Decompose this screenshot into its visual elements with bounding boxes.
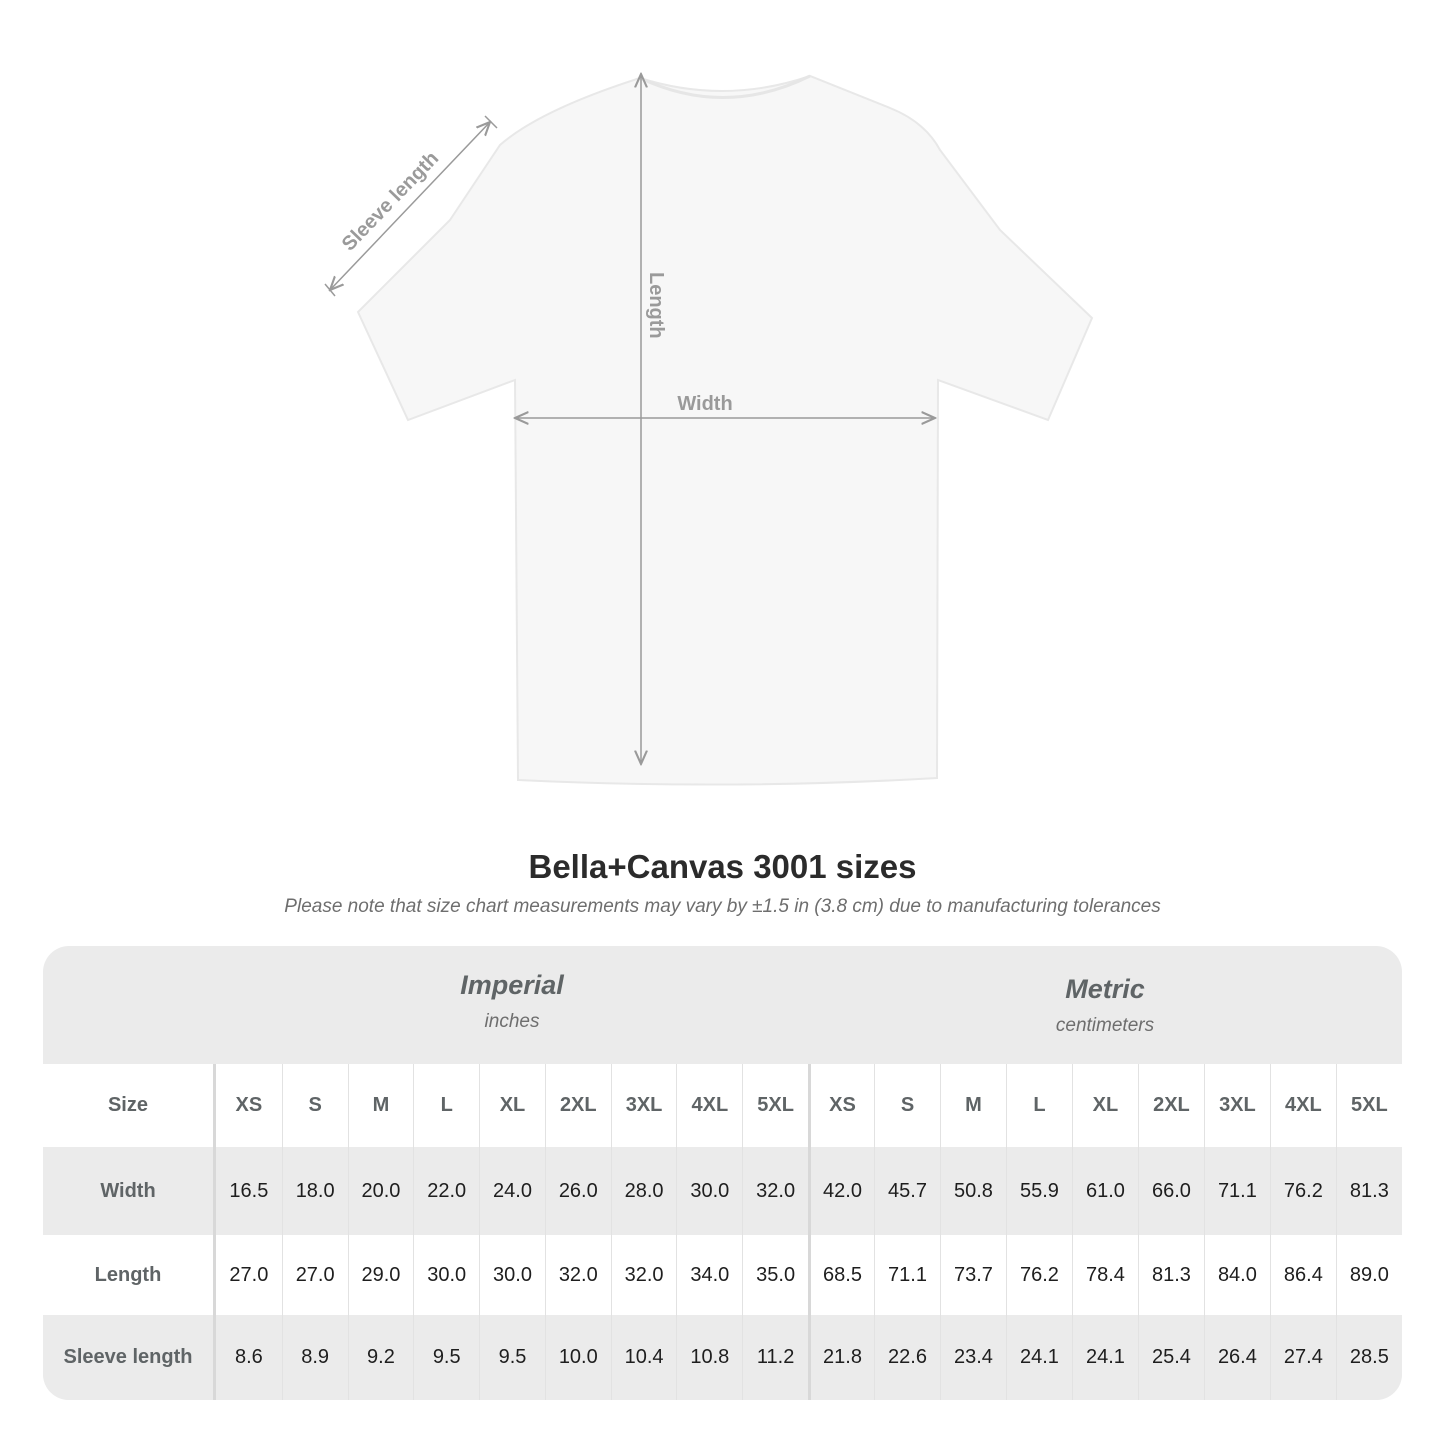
page-title: Bella+Canvas 3001 sizes — [528, 848, 917, 885]
imperial-value-cell: 30.0 — [413, 1235, 479, 1315]
metric-value-cell: 50.8 — [939, 1147, 1006, 1235]
metric-value-cell: 84.0 — [1203, 1235, 1270, 1315]
metric-size-header: XS — [808, 1064, 874, 1147]
imperial-size-header: M — [347, 1064, 414, 1147]
metric-value-cell: 76.2 — [1269, 1147, 1336, 1235]
sleeve-length-label: Sleeve length — [338, 147, 443, 255]
tshirt-collar — [639, 74, 811, 99]
imperial-title: Imperial — [460, 970, 564, 1000]
imperial-value-cell: 9.5 — [479, 1315, 545, 1400]
metric-size-header: 5XL — [1335, 1064, 1402, 1147]
row-label: Width — [43, 1147, 216, 1235]
imperial-value-cell: 30.0 — [676, 1147, 742, 1235]
metric-value-cell: 71.1 — [874, 1235, 940, 1315]
imperial-value-cell: 28.0 — [610, 1147, 677, 1235]
table-row: Sleeve length 8.6 8.9 9.2 9.5 9.5 10.0 10.4 10.8… — [43, 1315, 1402, 1400]
imperial-size-header: L — [413, 1064, 479, 1147]
metric-size-header: M — [939, 1064, 1006, 1147]
imperial-value-cell: 27.0 — [281, 1235, 348, 1315]
metric-value-cell: 22.6 — [874, 1315, 940, 1400]
table-row: Width 16.5 18.0 20.0 22.0 24.0 26.0 28.0 30.0 32.… — [43, 1147, 1402, 1235]
metric-size-header: S — [874, 1064, 940, 1147]
imperial-value-cell: 22.0 — [413, 1147, 479, 1235]
metric-value-cell: 45.7 — [874, 1147, 940, 1235]
metric-value-cell: 86.4 — [1269, 1235, 1336, 1315]
imperial-size-header: 2XL — [544, 1064, 611, 1147]
metric-value-cell: 71.1 — [1203, 1147, 1270, 1235]
metric-title: Metric — [1065, 974, 1145, 1004]
imperial-value-cell: 8.6 — [234, 1346, 263, 1368]
metric-header: Metric centimeters — [808, 946, 1402, 1064]
imperial-value-cell: 30.0 — [479, 1235, 545, 1315]
size-header-row: Size XS S M L XL 2XL 3XL 4XL 5XL XS S M L XL 2XL 3XL 4XL 5… — [43, 1064, 1402, 1147]
imperial-size-header: XL — [479, 1064, 545, 1147]
imperial-value-cell: 8.9 — [281, 1315, 348, 1400]
row-label: Length — [43, 1235, 216, 1315]
metric-value-cell: 81.3 — [1335, 1147, 1402, 1235]
metric-value-cell: 78.4 — [1071, 1235, 1138, 1315]
imperial-value-cell: 16.5 — [229, 1179, 269, 1202]
imperial-value-cell: 32.0 — [742, 1147, 808, 1235]
imperial-value-cell: 10.4 — [610, 1315, 677, 1400]
imperial-size-header: 4XL — [676, 1064, 742, 1147]
metric-value-cell: 27.4 — [1269, 1315, 1336, 1400]
metric-value-cell: 28.5 — [1335, 1315, 1402, 1400]
tolerance-note: Please note that size chart measurements… — [284, 896, 1161, 917]
imperial-value-cell: 32.0 — [610, 1235, 677, 1315]
imperial-value-cell: 10.8 — [676, 1315, 742, 1400]
tshirt-diagram: Sleeve length Length Width — [324, 0, 1094, 786]
length-label: Length — [645, 272, 667, 339]
imperial-value-cell: 34.0 — [676, 1235, 742, 1315]
metric-value-cell: 73.7 — [939, 1235, 1006, 1315]
metric-size-header: 4XL — [1269, 1064, 1336, 1147]
imperial-size-header: 5XL — [742, 1064, 808, 1147]
width-label: Width — [677, 393, 732, 415]
imperial-value-cell: 10.0 — [544, 1315, 611, 1400]
metric-value-cell: 25.4 — [1137, 1315, 1204, 1400]
imperial-value-cell: 24.0 — [479, 1147, 545, 1235]
metric-size-header: 3XL — [1203, 1064, 1270, 1147]
metric-value-cell: 55.9 — [1005, 1147, 1072, 1235]
size-table: Imperial inches Metric centimeters Size X… — [43, 946, 1402, 1400]
imperial-value-cell: 11.2 — [742, 1315, 808, 1400]
metric-size-header: XL — [1071, 1064, 1138, 1147]
metric-value-cell: 81.3 — [1137, 1235, 1204, 1315]
imperial-value-cell: 9.5 — [413, 1315, 479, 1400]
sleeve-length-line — [330, 122, 490, 290]
metric-value-cell: 68.5 — [808, 1235, 874, 1315]
table-row: Length 27.0 27.0 29.0 30.0 30.0 32.0 32.0 34.0 35… — [43, 1235, 1402, 1315]
metric-unit: centimeters — [1055, 1015, 1155, 1036]
metric-size-header: 2XL — [1137, 1064, 1204, 1147]
imperial-size-header: S — [281, 1064, 348, 1147]
imperial-unit: inches — [484, 1011, 540, 1032]
imperial-header: Imperial inches — [216, 946, 808, 1064]
imperial-value-cell: 32.0 — [544, 1235, 611, 1315]
row-label: Size — [43, 1064, 216, 1147]
metric-value-cell: 24.1 — [1071, 1315, 1138, 1400]
imperial-size-header: 3XL — [610, 1064, 677, 1147]
metric-value-cell: 89.0 — [1335, 1235, 1402, 1315]
metric-value-cell: 26.4 — [1203, 1315, 1270, 1400]
metric-value-cell: 21.8 — [808, 1315, 874, 1400]
imperial-value-cell: 35.0 — [742, 1235, 808, 1315]
metric-value-cell: 76.2 — [1005, 1235, 1072, 1315]
metric-value-cell: 61.0 — [1071, 1147, 1138, 1235]
metric-value-cell: 66.0 — [1137, 1147, 1204, 1235]
imperial-value-cell: 29.0 — [347, 1235, 414, 1315]
imperial-value-cell: 26.0 — [544, 1147, 611, 1235]
metric-value-cell: 23.4 — [939, 1315, 1006, 1400]
imperial-size-header: XS — [235, 1094, 263, 1116]
metric-size-header: L — [1005, 1064, 1072, 1147]
metric-value-cell: 24.1 — [1005, 1315, 1072, 1400]
tshirt-shape — [356, 74, 1094, 786]
metric-value-cell: 42.0 — [808, 1147, 874, 1235]
imperial-value-cell: 20.0 — [347, 1147, 414, 1235]
row-label: Sleeve length — [43, 1315, 216, 1400]
imperial-value-cell: 27.0 — [229, 1263, 269, 1286]
imperial-value-cell: 18.0 — [281, 1147, 348, 1235]
imperial-value-cell: 9.2 — [347, 1315, 414, 1400]
